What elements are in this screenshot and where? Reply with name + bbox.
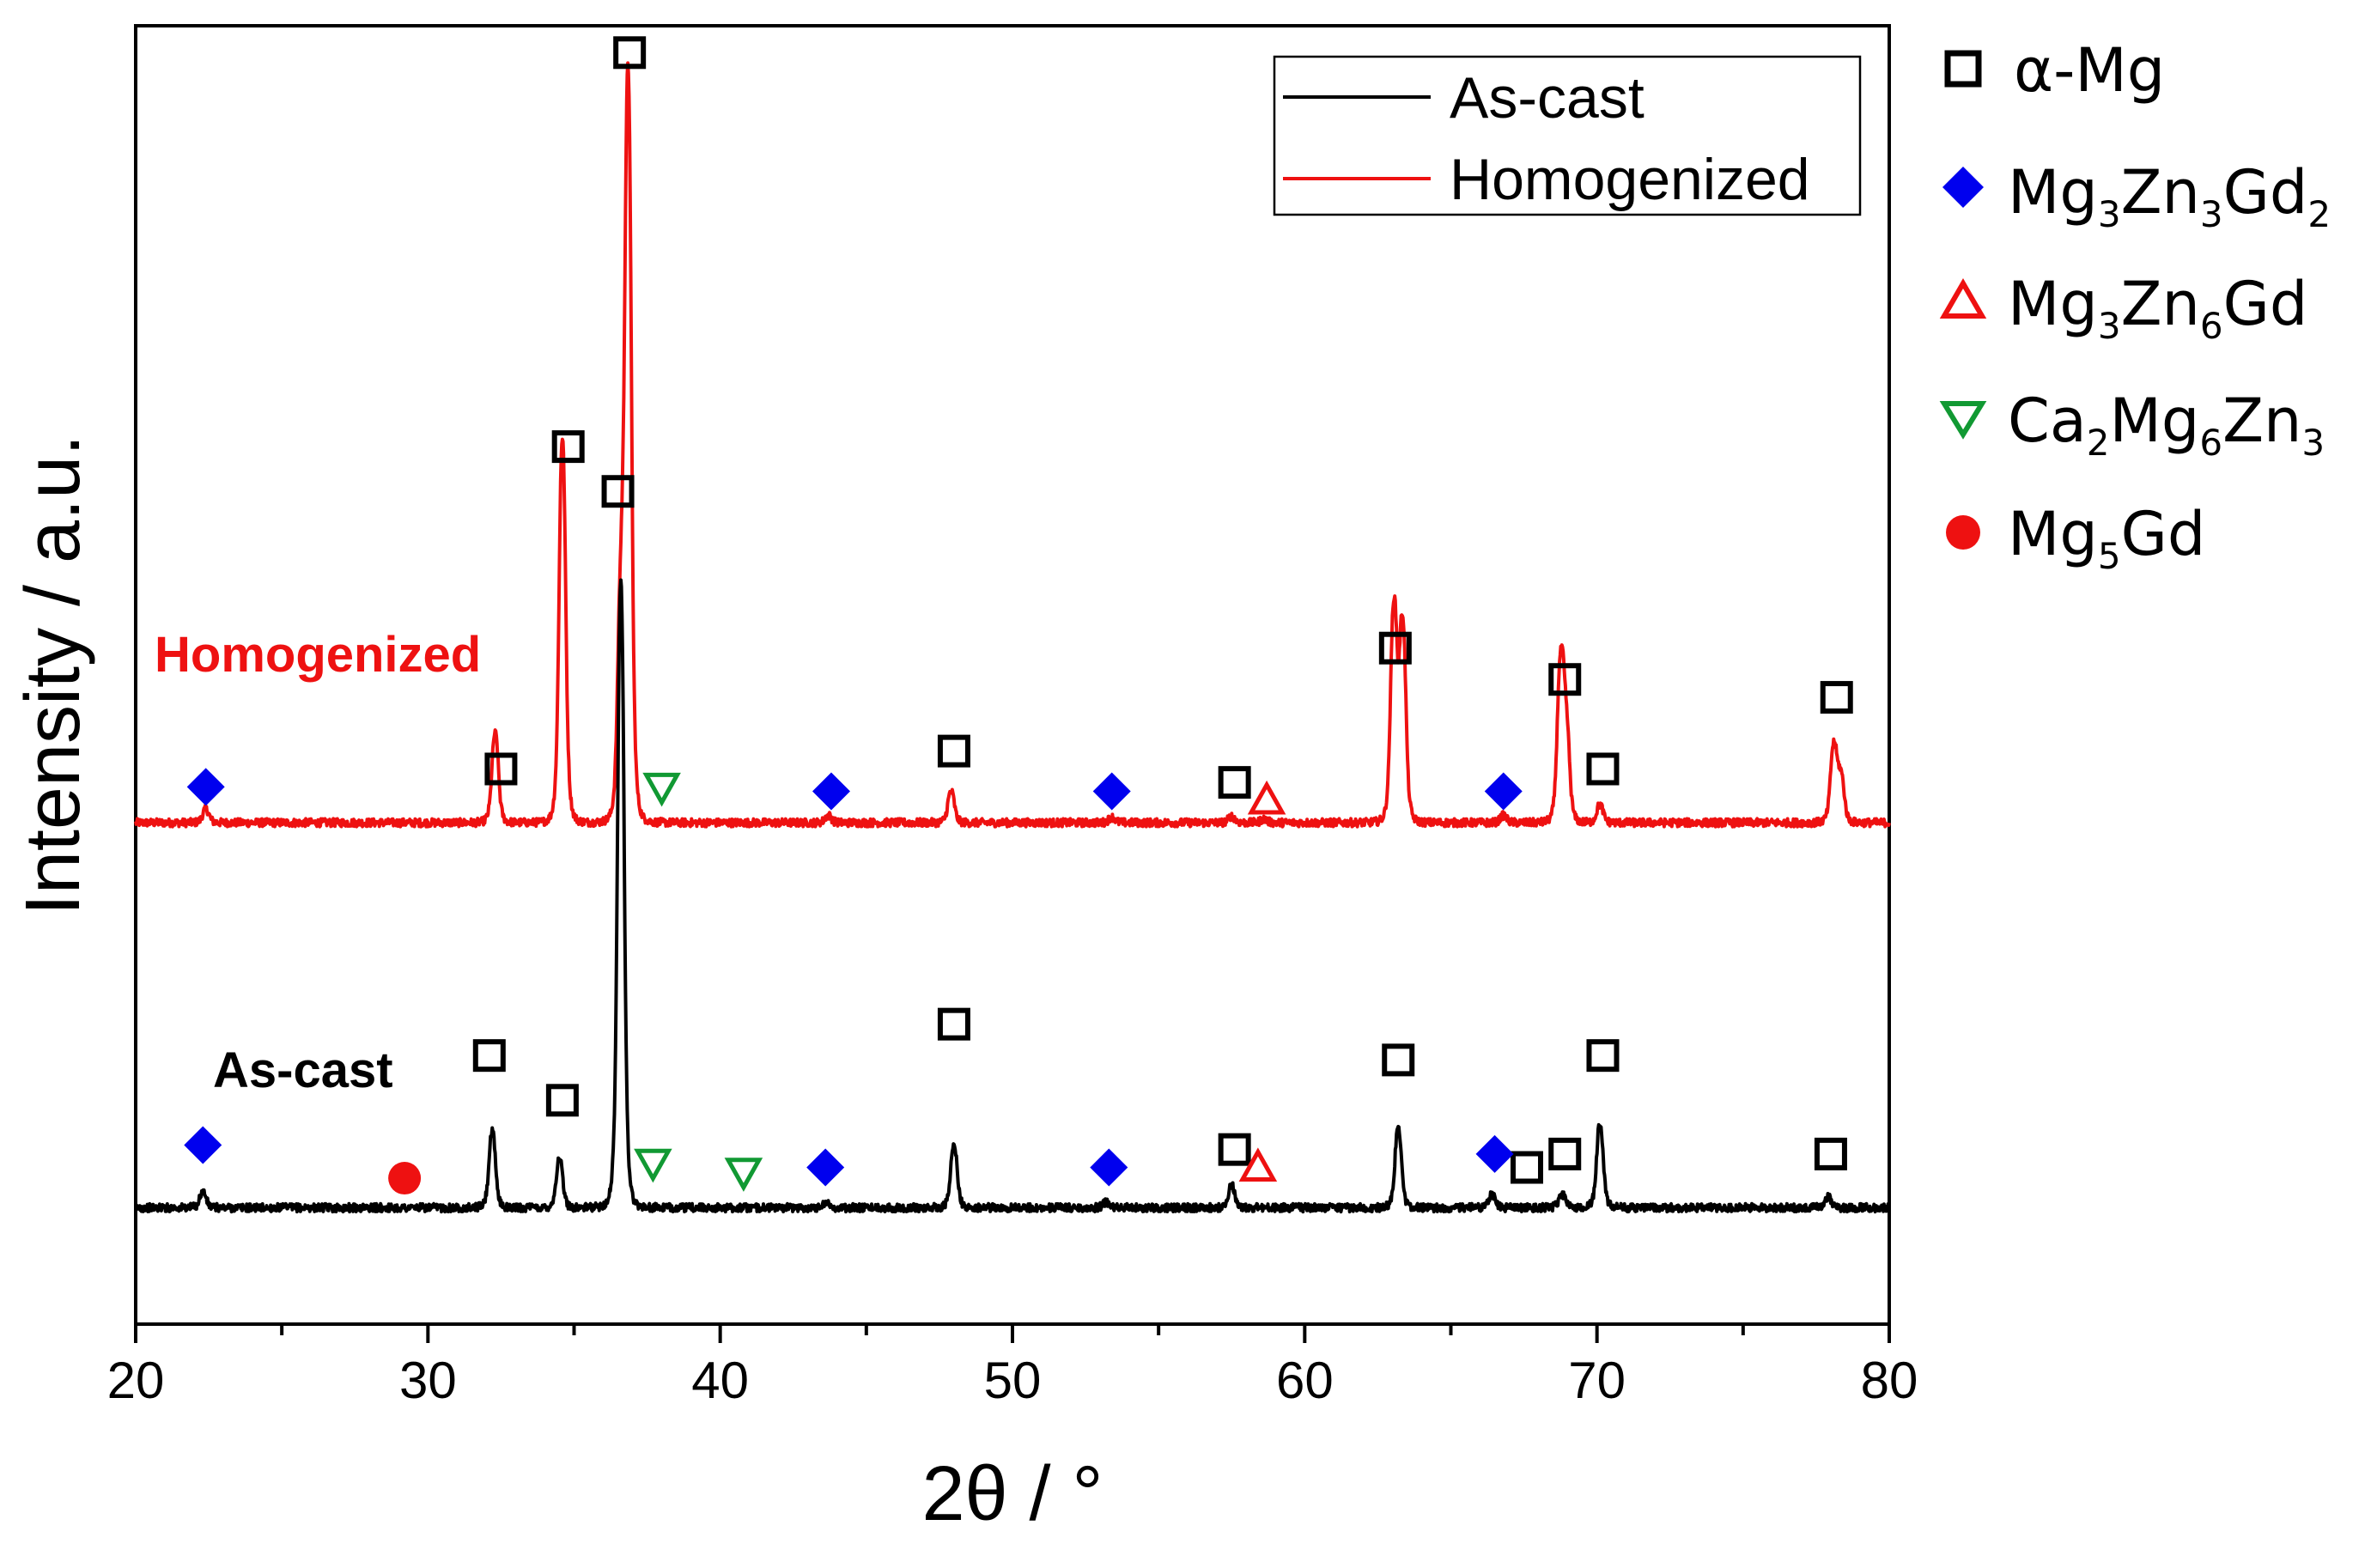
series-line-homogenized	[134, 61, 1891, 829]
phase-legend-text: Mg	[2008, 157, 2098, 228]
phase-marker--mg	[1586, 1039, 1620, 1073]
phase-legend-sub: 6	[2200, 305, 2223, 347]
series-legend-box	[1273, 55, 1862, 216]
phase-marker-ca2mg6zn3	[724, 1158, 763, 1192]
x-tick-label: 70	[1568, 1352, 1626, 1409]
phase-marker-mg3zn3gd2	[1484, 772, 1523, 811]
phase-marker--mg	[1814, 1137, 1847, 1170]
phase-marker--mg	[1548, 663, 1582, 696]
curve-label-homogenized: Homogenized	[155, 627, 481, 683]
phase-legend-text: Zn	[2121, 269, 2200, 339]
legend-label-ascast: As-cast	[1450, 65, 1645, 131]
series-line-as-cast	[134, 578, 1891, 1214]
x-tick-label: 40	[691, 1352, 749, 1409]
phase-legend-text: Gd	[2121, 499, 2206, 569]
series-legend: As-cast Homogenized	[1273, 55, 1862, 216]
phase-legend: α-Mg Mg3Zn3Gd2 Mg3Zn6Gd Ca2Mg6Zn3 Mg5Gd	[1939, 35, 2331, 577]
phase-marker--mg	[937, 1007, 970, 1041]
phase-marker-mg5gd	[388, 1162, 422, 1195]
phase-marker--mg	[1218, 1133, 1251, 1166]
phase-marker--mg	[601, 475, 635, 508]
phase-marker-mg3zn3gd2	[1092, 772, 1131, 811]
phase-legend-label-mg3zn6gd: Mg3Zn6Gd	[2008, 269, 2307, 347]
phase-marker--mg	[551, 430, 585, 464]
phase-legend-marker-mg3zn3gd2	[1942, 167, 1984, 208]
x-axis-ticks: 20 30 40 50 60 70 80	[107, 1324, 1918, 1409]
curve-label-ascast: As-cast	[213, 1042, 393, 1098]
y-axis-title: Intensity / a.u.	[10, 435, 96, 915]
phase-marker--mg	[1218, 766, 1251, 799]
phase-legend-sub: 2	[2087, 422, 2110, 464]
phase-legend-text: Mg	[2110, 386, 2200, 456]
x-tick-label: 30	[399, 1352, 457, 1409]
phase-marker--mg	[1510, 1151, 1543, 1184]
phase-marker--mg	[1378, 631, 1412, 665]
phase-legend-marker-ca2mg6zn3	[1939, 401, 1987, 440]
phase-legend-sub: 3	[2200, 193, 2223, 235]
phase-marker--mg	[613, 36, 647, 70]
phase-marker--mg	[1548, 1137, 1582, 1170]
phase-legend-marker-mg5gd	[1946, 515, 1980, 550]
phase-marker--mg	[484, 752, 518, 786]
x-tick-label: 50	[984, 1352, 1042, 1409]
phase-marker--mg	[472, 1039, 506, 1073]
x-tick-label: 20	[107, 1352, 165, 1409]
phase-marker-mg3zn6gd	[1238, 1147, 1278, 1182]
phase-marker-mg3zn3gd2	[1090, 1148, 1128, 1187]
phase-marker-ca2mg6zn3	[634, 1148, 672, 1183]
phase-legend-sub: 3	[2098, 305, 2121, 347]
phase-marker-mg3zn3gd2	[812, 772, 850, 811]
x-axis-title: 2θ / °	[921, 1451, 1103, 1537]
phase-marker--mg	[1382, 1043, 1415, 1077]
phase-legend-marker-alpha-mg	[1944, 50, 1982, 88]
phase-marker-mg3zn3gd2	[184, 1126, 222, 1164]
x-tick-label: 60	[1276, 1352, 1334, 1409]
phase-legend-text: Gd	[2223, 269, 2308, 339]
phase-legend-text: Zn	[2121, 157, 2200, 228]
phase-marker--mg	[545, 1084, 579, 1117]
phase-legend-sub: 3	[2301, 422, 2325, 464]
phase-legend-text: Gd	[2223, 157, 2308, 228]
phase-legend-sub: 5	[2098, 535, 2121, 577]
phase-legend-sub: 3	[2098, 193, 2121, 235]
phase-marker--mg	[1820, 681, 1853, 714]
phase-marker-mg3zn3gd2	[1475, 1134, 1514, 1173]
legend-label-homogenized: Homogenized	[1450, 147, 1810, 212]
phase-legend-text: Mg	[2008, 269, 2098, 339]
phase-legend-label-alpha-mg: α-Mg	[2014, 35, 2165, 106]
phase-legend-label-mg5gd: Mg5Gd	[2008, 499, 2205, 577]
phase-legend-marker-mg3zn6gd	[1939, 278, 1987, 319]
phase-legend-text: Ca	[2008, 386, 2087, 456]
phase-marker-mg3zn6gd	[1247, 780, 1286, 815]
phase-marker--mg	[1586, 752, 1620, 786]
phase-marker-mg3zn3gd2	[186, 768, 225, 806]
phase-legend-text: α-Mg	[2014, 35, 2165, 106]
phase-marker--mg	[937, 734, 970, 768]
curves-group	[134, 61, 1891, 1214]
phase-marker-mg3zn3gd2	[806, 1148, 845, 1187]
phase-legend-label-ca2mg6zn3: Ca2Mg6Zn3	[2008, 386, 2325, 464]
phase-legend-text: Mg	[2008, 499, 2098, 569]
phase-legend-sub: 2	[2307, 193, 2331, 235]
phase-legend-label-mg3zn3gd2: Mg3Zn3Gd2	[2008, 157, 2331, 235]
phase-legend-sub: 6	[2199, 422, 2222, 464]
phase-legend-text: Zn	[2222, 386, 2301, 456]
phase-marker-ca2mg6zn3	[642, 772, 681, 807]
x-tick-label: 80	[1861, 1352, 1918, 1409]
phase-markers-group	[184, 36, 1853, 1195]
